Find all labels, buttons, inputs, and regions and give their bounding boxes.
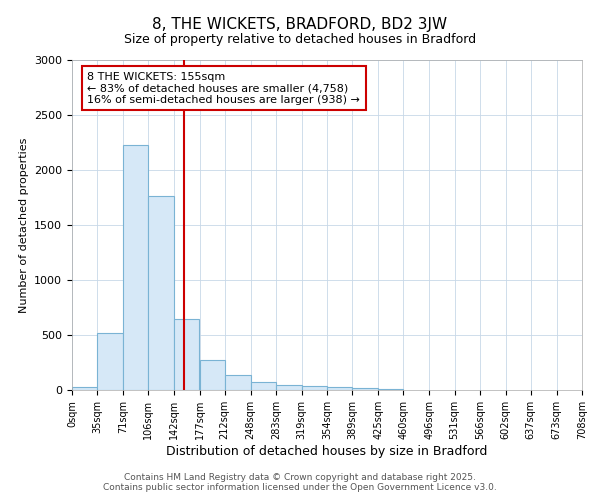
Text: Size of property relative to detached houses in Bradford: Size of property relative to detached ho… xyxy=(124,32,476,46)
Text: 8 THE WICKETS: 155sqm
← 83% of detached houses are smaller (4,758)
16% of semi-d: 8 THE WICKETS: 155sqm ← 83% of detached … xyxy=(88,72,360,105)
Bar xyxy=(327,387,352,390)
Y-axis label: Number of detached properties: Number of detached properties xyxy=(19,138,29,312)
Bar xyxy=(174,318,199,390)
Bar xyxy=(123,144,148,390)
X-axis label: Distribution of detached houses by size in Bradford: Distribution of detached houses by size … xyxy=(166,444,488,458)
Bar xyxy=(352,388,378,390)
Bar xyxy=(97,333,123,390)
Text: 8, THE WICKETS, BRADFORD, BD2 3JW: 8, THE WICKETS, BRADFORD, BD2 3JW xyxy=(152,18,448,32)
Bar xyxy=(148,196,174,390)
Bar xyxy=(72,387,97,390)
Text: Contains HM Land Registry data © Crown copyright and database right 2025.
Contai: Contains HM Land Registry data © Crown c… xyxy=(103,473,497,492)
Bar xyxy=(199,360,225,390)
Bar xyxy=(302,386,327,390)
Bar xyxy=(225,374,251,390)
Bar xyxy=(378,388,403,390)
Bar xyxy=(251,382,276,390)
Bar xyxy=(276,384,302,390)
